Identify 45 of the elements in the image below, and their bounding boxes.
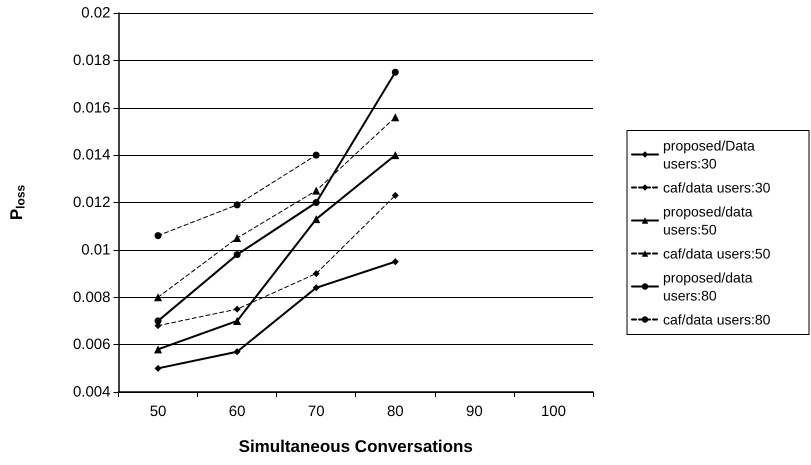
y-tick-label: 0.008 [72,288,110,306]
point [392,192,399,199]
y-axis-title: Ploss [7,184,28,220]
point [391,151,400,160]
point [234,306,241,313]
y-tick-label: 0.012 [72,194,110,211]
point [154,293,162,302]
legend-label: caf/data users:30 [663,180,771,196]
point [234,251,241,258]
point [392,258,399,266]
point [312,270,320,278]
y-tick-label: 0.006 [72,336,110,354]
x-tick-label: 90 [466,403,483,420]
point [312,152,320,159]
x-tick-label: 50 [150,403,166,420]
y-tick-label: 0.018 [72,52,110,69]
point [234,348,241,356]
point [154,364,162,372]
point [154,317,162,324]
y-tick-label: 0.02 [81,4,110,22]
x-axis-title: Simultaneous Conversations [238,437,473,456]
x-tick-label: 80 [386,403,404,420]
point [233,316,242,325]
legend-label: proposed/Data users:30 [663,138,759,172]
point [154,232,162,240]
point [391,113,400,122]
x-tick-label: 70 [308,403,325,420]
point [233,234,242,242]
point [312,199,320,206]
point [234,201,241,208]
x-tick-label: 100 [540,403,566,420]
point [312,284,320,292]
point [312,186,320,195]
y-tick-label: 0.014 [72,146,110,164]
legend-label: proposed/data users:80 [663,270,756,304]
x-tick-label: 60 [228,403,246,420]
legend-label: caf/data users:50 [663,246,771,262]
y-tick-label: 0.016 [72,99,110,116]
point [392,68,399,76]
point [154,345,162,354]
legend-label: proposed/data users:50 [663,204,756,238]
y-tick-label: 0.004 [72,384,110,400]
y-tick-label: 0.01 [81,241,110,258]
legend-label: caf/data users:80 [663,312,771,328]
point [312,215,320,224]
